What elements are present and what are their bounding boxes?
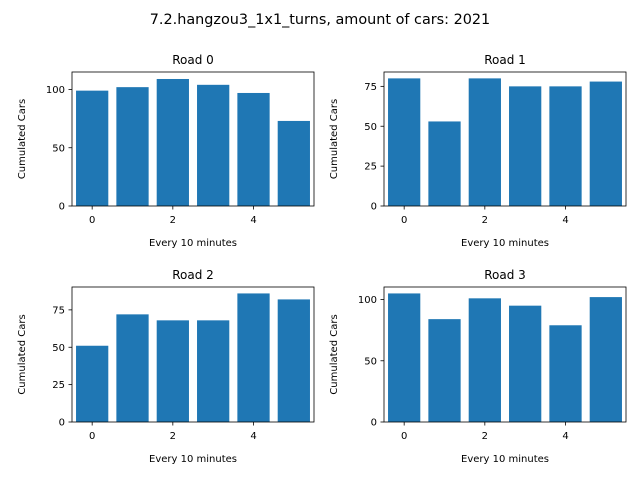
bar-road-2-interval-5 (277, 299, 310, 422)
y-tick-label: 100 (358, 295, 377, 306)
bar-road-0-interval-3 (197, 84, 230, 206)
x-tick-label: 2 (170, 431, 176, 442)
bar-road-2-interval-0 (76, 345, 109, 422)
y-tick-label: 50 (364, 356, 377, 367)
subplot-title: Road 3 (484, 268, 526, 282)
x-tick-label: 0 (89, 215, 95, 226)
y-tick-label: 50 (364, 122, 377, 133)
y-tick-label: 25 (364, 162, 377, 173)
bar-road-2-interval-1 (116, 314, 149, 422)
y-tick-label: 50 (52, 143, 65, 154)
bar-road-0-interval-2 (156, 78, 189, 206)
x-tick-label: 0 (401, 215, 407, 226)
axes-frame (71, 286, 315, 423)
x-tick-label: 4 (250, 431, 256, 442)
y-tick-label: 0 (371, 202, 377, 213)
bar-road-1-interval-5 (589, 81, 622, 206)
bar-road-0-interval-0 (76, 90, 109, 206)
y-axis-label: Cumulated Cars (329, 99, 340, 179)
x-tick-label: 2 (170, 215, 176, 226)
subplot-road-3: 0 2 4 0 50 100 Road 3 Every 10 minutes Cumulated… (329, 268, 627, 465)
y-tick-label: 25 (52, 380, 65, 391)
subplot-title: Road 0 (172, 53, 214, 67)
y-tick-label: 0 (59, 202, 65, 213)
axes-frame (383, 71, 627, 207)
y-axis-label: Cumulated Cars (329, 314, 340, 394)
subplot-road-0: 0 2 4 0 50 100 Road 0 Every 10 minutes Cumulated… (17, 53, 315, 249)
axes-frame (383, 286, 627, 423)
bar-road-3-interval-5 (589, 297, 622, 422)
x-axis-label: Every 10 minutes (461, 454, 549, 465)
subplot-title: Road 2 (172, 268, 214, 282)
x-tick-label: 0 (401, 431, 407, 442)
bar-road-1-interval-0 (388, 78, 421, 206)
bar-road-1-interval-3 (509, 86, 542, 206)
subplot-title: Road 1 (484, 53, 526, 67)
x-tick-label: 4 (562, 215, 568, 226)
bar-road-3-interval-4 (549, 325, 582, 422)
x-axis-label: Every 10 minutes (149, 238, 237, 249)
y-tick-label: 0 (59, 418, 65, 429)
subplot-road-1: 0 2 4 0 25 50 75 Road 1 Every 10 minutes Cumulate… (329, 53, 627, 249)
bar-road-0-interval-5 (277, 120, 310, 206)
x-tick-label: 2 (482, 215, 488, 226)
x-axis-label: Every 10 minutes (461, 238, 549, 249)
subplot-road-2: 0 2 4 0 25 50 75 Road 2 Every 10 minutes Cumulate… (17, 268, 315, 465)
figure-title: 7.2.hangzou3_1x1_turns, amount of cars: … (150, 12, 490, 28)
x-tick-label: 2 (482, 431, 488, 442)
bar-road-2-interval-4 (237, 293, 270, 422)
bar-road-2-interval-3 (197, 320, 230, 422)
bar-road-3-interval-2 (468, 298, 501, 422)
y-tick-label: 50 (52, 343, 65, 354)
y-tick-label: 75 (364, 82, 377, 93)
x-tick-label: 4 (562, 431, 568, 442)
x-tick-label: 0 (89, 431, 95, 442)
bar-road-0-interval-1 (116, 87, 149, 206)
bar-road-2-interval-2 (156, 320, 189, 422)
bar-road-1-interval-4 (549, 86, 582, 206)
subplots-grid: 0 2 4 0 50 100 Road 0 Every 10 minutes Cumulated… (17, 53, 627, 465)
bar-road-3-interval-1 (428, 319, 461, 422)
axes-frame (71, 71, 315, 207)
y-axis-label: Cumulated Cars (17, 99, 28, 179)
x-tick-label: 4 (250, 215, 256, 226)
y-tick-label: 0 (371, 418, 377, 429)
y-tick-label: 100 (46, 85, 65, 96)
y-axis-label: Cumulated Cars (17, 314, 28, 394)
bar-road-0-interval-4 (237, 92, 270, 206)
bar-road-3-interval-0 (388, 293, 421, 422)
bar-road-1-interval-1 (428, 121, 461, 206)
bar-road-1-interval-2 (468, 78, 501, 206)
x-axis-label: Every 10 minutes (149, 454, 237, 465)
bar-road-3-interval-3 (509, 305, 542, 422)
y-tick-label: 75 (52, 305, 65, 316)
